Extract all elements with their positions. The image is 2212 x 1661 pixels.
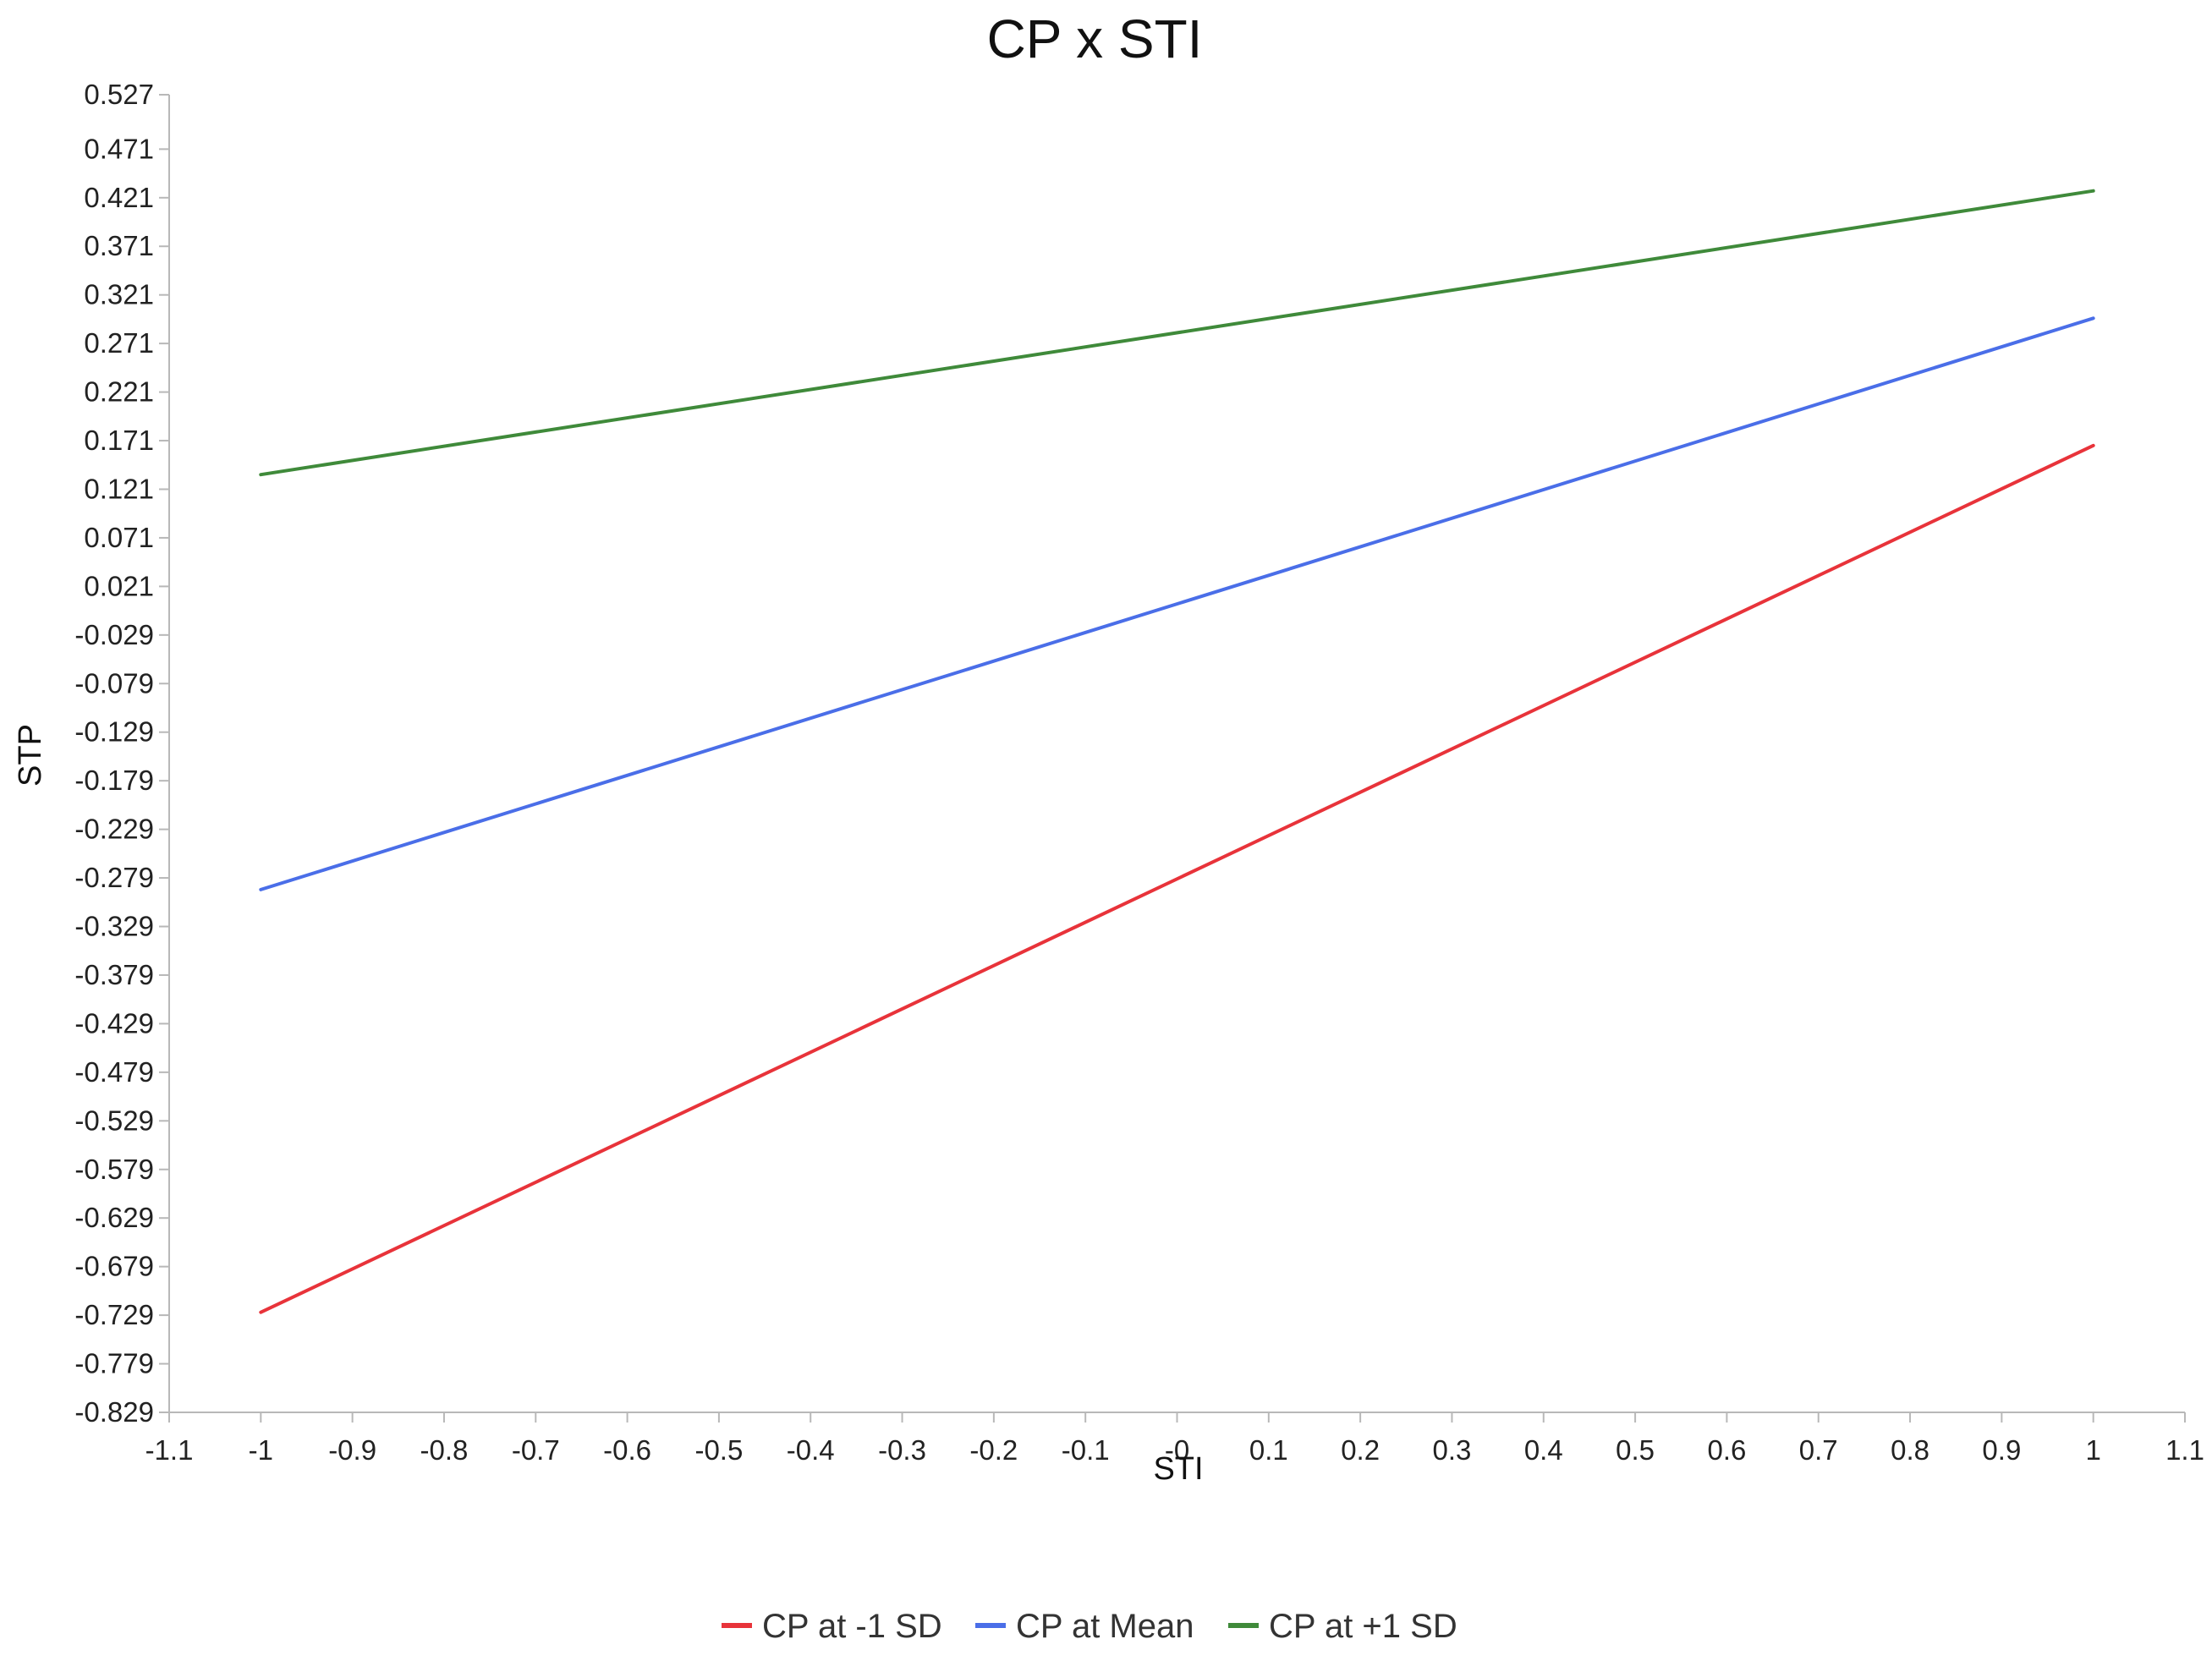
x-tick-label: -0.8 xyxy=(420,1434,469,1466)
y-tick-label: 0.171 xyxy=(84,425,154,456)
x-tick-label: 0.1 xyxy=(1249,1434,1288,1466)
y-tick-label: 0.527 xyxy=(84,79,154,110)
y-axis: 0.527 0.471 0.421 0.371 0.321 0.271 0.221 0.171… xyxy=(74,79,170,1428)
y-tick-label: -0.529 xyxy=(74,1105,154,1136)
x-tick-label: -1 xyxy=(249,1434,273,1466)
x-tick-label: 0.7 xyxy=(1799,1434,1838,1466)
x-tick-label: -0.4 xyxy=(787,1434,835,1466)
y-tick-label: -0.429 xyxy=(74,1007,154,1039)
x-tick-label: -0 xyxy=(1165,1434,1189,1466)
x-tick-label: -0.6 xyxy=(603,1434,651,1466)
y-tick-label: -0.129 xyxy=(74,716,154,748)
x-axis: -1.1 -1 -0.9 -0.8 -0.7 -0.6 -0.5 -0.4 -0.3 -0.2 -0… xyxy=(145,1412,2204,1466)
series-line-2 xyxy=(259,316,2095,891)
x-tick-label: 0.2 xyxy=(1341,1434,1380,1466)
y-tick-label: -0.579 xyxy=(74,1154,154,1185)
y-tick-label: 0.021 xyxy=(84,570,154,601)
x-tick-label: 0.6 xyxy=(1707,1434,1746,1466)
plot-area xyxy=(259,189,2095,1314)
x-tick-label: 0.9 xyxy=(1982,1434,2021,1466)
x-tick-label: -0.1 xyxy=(1062,1434,1110,1466)
y-tick-label: 0.421 xyxy=(84,182,154,213)
x-tick-label: -0.7 xyxy=(512,1434,560,1466)
y-tick-label: -0.679 xyxy=(74,1251,154,1282)
legend: CP at -1 SD CP at Mean CP at +1 SD xyxy=(722,1608,1457,1645)
y-tick-label: -0.479 xyxy=(74,1056,154,1088)
y-tick-label: -0.779 xyxy=(74,1348,154,1379)
chart-title: CP x STI xyxy=(987,8,1203,69)
y-tick-label: 0.371 xyxy=(84,230,154,261)
x-tick-label: -1.1 xyxy=(145,1434,194,1466)
y-tick-label: -0.079 xyxy=(74,667,154,699)
x-tick-label: -0.9 xyxy=(328,1434,376,1466)
x-tick-label: 0.5 xyxy=(1616,1434,1655,1466)
y-tick-label: 0.121 xyxy=(84,473,154,504)
y-tick-label: -0.629 xyxy=(74,1202,154,1233)
x-tick-label: 1.1 xyxy=(2165,1434,2204,1466)
y-tick-label: -0.729 xyxy=(74,1299,154,1330)
y-tick-label: 0.071 xyxy=(84,522,154,553)
y-axis-title: STP xyxy=(13,724,48,787)
y-tick-label: -0.379 xyxy=(74,959,154,990)
x-tick-label: -0.3 xyxy=(878,1434,926,1466)
y-tick-label: -0.029 xyxy=(74,619,154,650)
y-tick-label: 0.471 xyxy=(84,133,154,164)
y-tick-label: -0.279 xyxy=(74,862,154,893)
y-tick-label: -0.229 xyxy=(74,814,154,845)
x-tick-label: 1 xyxy=(2086,1434,2101,1466)
series-line-1 xyxy=(259,443,2095,1314)
legend-label: CP at +1 SD xyxy=(1269,1608,1457,1645)
y-tick-label: 0.221 xyxy=(84,376,154,408)
x-tick-label: 0.4 xyxy=(1524,1434,1563,1466)
x-tick-label: 0.3 xyxy=(1433,1434,1472,1466)
x-axis-title: STI xyxy=(1153,1451,1203,1487)
series-line-3 xyxy=(259,189,2095,477)
y-tick-label: -0.329 xyxy=(74,911,154,942)
legend-label: CP at Mean xyxy=(1016,1608,1194,1645)
legend-label: CP at -1 SD xyxy=(762,1608,942,1645)
x-tick-label: -0.2 xyxy=(969,1434,1018,1466)
y-tick-label: -0.179 xyxy=(74,765,154,796)
y-tick-label: 0.321 xyxy=(84,279,154,310)
y-tick-label: 0.271 xyxy=(84,327,154,359)
x-tick-label: -0.5 xyxy=(694,1434,743,1466)
x-tick-label: 0.8 xyxy=(1891,1434,1929,1466)
y-tick-label: -0.829 xyxy=(74,1396,154,1428)
